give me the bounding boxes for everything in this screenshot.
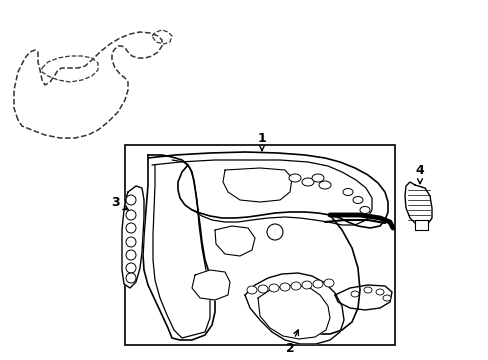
Ellipse shape	[342, 189, 352, 195]
Ellipse shape	[352, 197, 362, 203]
Circle shape	[126, 273, 136, 283]
Polygon shape	[142, 155, 215, 340]
Ellipse shape	[311, 174, 324, 182]
Ellipse shape	[324, 279, 333, 287]
Circle shape	[126, 263, 136, 273]
Ellipse shape	[312, 280, 323, 288]
Ellipse shape	[359, 207, 369, 213]
Text: 1: 1	[257, 131, 266, 151]
Text: 4: 4	[415, 163, 424, 184]
Ellipse shape	[268, 284, 279, 292]
Polygon shape	[122, 186, 143, 288]
Ellipse shape	[382, 295, 390, 301]
Ellipse shape	[363, 287, 371, 293]
Circle shape	[126, 210, 136, 220]
Ellipse shape	[258, 285, 267, 293]
Circle shape	[126, 250, 136, 260]
Circle shape	[126, 237, 136, 247]
Polygon shape	[334, 285, 391, 310]
Ellipse shape	[280, 283, 289, 291]
Ellipse shape	[375, 289, 383, 295]
Ellipse shape	[288, 174, 301, 182]
Text: 2: 2	[285, 330, 298, 355]
Circle shape	[126, 195, 136, 205]
Circle shape	[266, 224, 283, 240]
Ellipse shape	[290, 282, 301, 290]
Polygon shape	[215, 226, 254, 256]
Text: 3: 3	[110, 195, 128, 210]
Polygon shape	[244, 273, 343, 344]
Ellipse shape	[302, 281, 311, 289]
Ellipse shape	[318, 181, 330, 189]
Polygon shape	[223, 168, 291, 202]
Ellipse shape	[246, 286, 257, 294]
Ellipse shape	[350, 291, 358, 297]
Bar	[125, 145, 394, 345]
Ellipse shape	[302, 178, 313, 186]
Polygon shape	[414, 220, 427, 230]
Polygon shape	[404, 182, 431, 226]
Polygon shape	[192, 270, 229, 300]
Polygon shape	[258, 285, 329, 339]
Circle shape	[126, 223, 136, 233]
